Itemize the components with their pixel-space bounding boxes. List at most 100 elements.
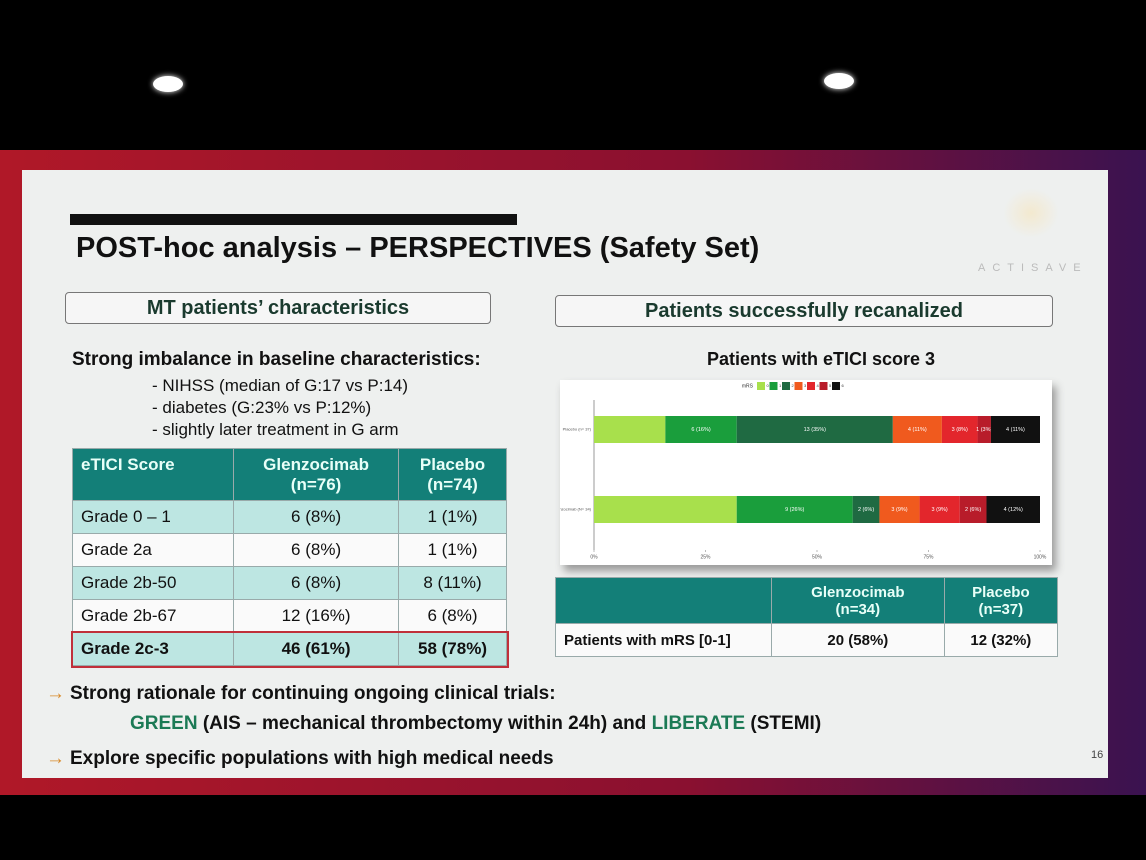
header-cell: Glenzocimab (n=76) — [233, 448, 399, 501]
bar-segment — [959, 496, 987, 523]
value-label: 3 (9%) — [932, 507, 948, 513]
table-cell: Grade 2a — [71, 533, 235, 567]
lead-text: Strong imbalance in baseline characteris… — [72, 349, 481, 370]
footer-part: GREEN — [130, 713, 198, 734]
bullet: - slightly later treatment in G arm — [152, 420, 399, 439]
table-row: Grade 2a 6 (8%) 1 (1%) — [71, 533, 508, 567]
value-label: 9 (26%) — [785, 507, 804, 513]
table-cell: 46 (61%) — [233, 632, 399, 666]
bar-segment — [852, 496, 880, 523]
value-label: 13 (35%) — [804, 427, 826, 433]
mrs-table: Glenzocimab (n=34) Placebo (n=37) Patients w… — [555, 577, 1059, 657]
table-cell: 6 (8%) — [397, 599, 508, 633]
header-cell: Glenzocimab (n=34) — [771, 577, 945, 624]
table-cell: 12 (16%) — [233, 599, 399, 633]
x-tick-label: 75% — [923, 554, 934, 560]
header-cell: eTICI Score — [71, 448, 235, 501]
x-tick-label: 25% — [700, 554, 711, 560]
header-text: (n=34) — [835, 600, 881, 618]
bullet: - diabetes (G:23% vs P:12%) — [152, 398, 372, 417]
etici-table: eTICI Score Glenzocimab (n=76) Placebo (n=74… — [70, 448, 509, 668]
legend-label: 3 — [804, 383, 807, 388]
footer-text: GREEN (AIS – mechanical thrombectomy wit… — [130, 713, 821, 735]
page-number: 16 — [1091, 749, 1104, 761]
table-cell: Grade 2c-3 — [71, 632, 235, 666]
legend-label: 4 — [817, 383, 820, 388]
stacked-bar-chart: 0% 25% 50% 75% 100% mRS 0 1 2 3 4 5 6 Placebo (n= 37)… — [560, 380, 1052, 565]
legend-swatch — [794, 382, 803, 390]
slide-title: POST-hoc analysis – PERSPECTIVES (Safety… — [76, 232, 760, 264]
header-row: Glenzocimab (n=34) Placebo (n=37) — [555, 577, 1059, 624]
footer-text: Explore specific populations with high m… — [70, 748, 554, 769]
arrow-icon: → — [46, 748, 65, 769]
section-box: Patients successfully recanalized — [555, 295, 1053, 327]
x-tick-label: 100% — [1034, 554, 1047, 560]
value-label: 2 (6%) — [965, 507, 981, 513]
legend-swatch — [807, 382, 815, 390]
arrow-icon: → — [46, 683, 65, 704]
table-cell: 6 (8%) — [233, 566, 399, 600]
value-label: 2 (6%) — [858, 507, 874, 513]
bar-segment — [919, 496, 960, 523]
legend-label: 5 — [829, 383, 832, 388]
footer-text: Strong rationale for continuing ongoing … — [70, 683, 556, 704]
legend-swatch — [782, 382, 790, 390]
table-cell: 58 (78%) — [397, 632, 508, 666]
table-cell: 12 (32%) — [943, 623, 1059, 657]
legend-label: 0 — [767, 383, 770, 388]
table-row: Grade 2c-3 46 (61%) 58 (78%) — [70, 630, 509, 668]
bar-segment — [892, 416, 942, 443]
bar-segment — [736, 416, 893, 443]
value-label: 1 (3%) — [976, 427, 992, 433]
header-cell — [555, 577, 772, 624]
header-text: (n=74) — [427, 474, 478, 494]
bullet-list: - NIHSS (median of G:17 vs P:14) - diabet… — [152, 375, 408, 441]
bar-segment — [977, 416, 991, 443]
y-tick-label: Glenzocimab (N= 34) — [560, 507, 592, 512]
header-cell: Placebo (n=74) — [397, 448, 508, 501]
bar-segment — [594, 416, 666, 443]
table-cell: 20 (58%) — [771, 623, 945, 657]
ceiling-light — [153, 76, 183, 92]
legend-swatch — [769, 382, 778, 390]
header-text: Glenzocimab — [263, 454, 369, 474]
legend-title: mRS — [742, 383, 754, 389]
bar-segment — [990, 416, 1040, 443]
table-cell: Grade 0 – 1 — [71, 500, 235, 534]
table-row: Grade 2b-50 6 (8%) 8 (11%) — [71, 566, 508, 600]
table-cell: Grade 2b-67 — [71, 599, 235, 633]
legend-label: 6 — [842, 383, 845, 388]
footer-part: (AIS – mechanical thrombectomy within 24… — [197, 713, 652, 734]
x-tick-label: 50% — [812, 554, 823, 560]
logo-text: ACTISAVE — [978, 262, 1088, 274]
legend-swatch — [832, 382, 840, 390]
header-text: (n=76) — [290, 474, 342, 494]
bar-segment — [879, 496, 920, 523]
footer-part: LIBERATE — [651, 713, 746, 734]
table-cell: 1 (1%) — [397, 500, 508, 534]
title-bar — [70, 214, 517, 225]
table-cell: 1 (1%) — [397, 533, 508, 567]
bar-segment — [986, 496, 1040, 523]
header-row: eTICI Score Glenzocimab (n=76) Placebo (n=74… — [71, 448, 508, 501]
header-text: eTICI Score — [81, 455, 175, 474]
legend-swatch — [757, 382, 765, 390]
header-text: Placebo — [419, 454, 486, 474]
header-text: Placebo — [972, 583, 1030, 601]
legend-label: 2 — [792, 383, 795, 388]
table-row: Grade 2b-67 12 (16%) 6 (8%) — [71, 599, 508, 633]
legend-label: 1 — [779, 383, 782, 388]
bar-segment — [941, 416, 978, 443]
value-label: 4 (11%) — [908, 427, 927, 433]
table-row: Patients with mRS [0-1] 20 (58%) 12 (32%) — [555, 623, 1059, 657]
bar-segment — [736, 496, 853, 523]
logo-mark — [1003, 188, 1059, 238]
header-text: (n=37) — [978, 600, 1024, 618]
legend-swatch — [819, 382, 828, 390]
header-cell: Placebo (n=37) — [943, 577, 1059, 624]
section-box: MT patients’ characteristics — [65, 292, 491, 324]
bullet: - NIHSS (median of G:17 vs P:14) — [152, 376, 409, 395]
bar-segment — [665, 416, 737, 443]
